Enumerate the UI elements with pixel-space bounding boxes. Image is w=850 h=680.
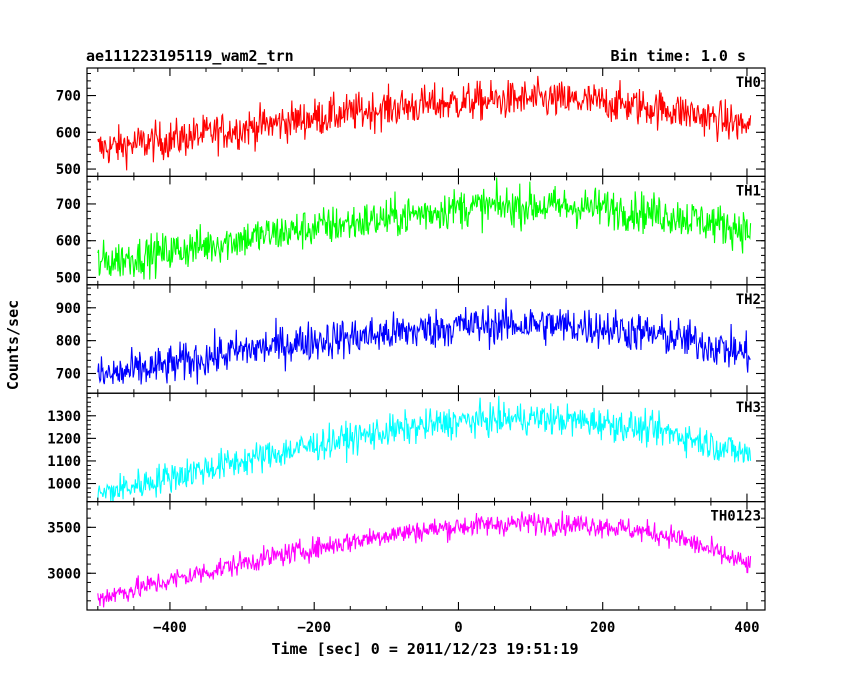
- panel-th0: 500 600 700 TH0: [56, 67, 766, 178]
- series-line-th0: [97, 75, 752, 171]
- y-tick-label: 700: [56, 89, 81, 105]
- y-tick-label: 900: [56, 301, 81, 317]
- panel-frame: [86, 501, 766, 611]
- x-tick-label: −400: [153, 620, 187, 636]
- x-tick-label: 200: [590, 620, 615, 636]
- series-line-th0123: [97, 510, 752, 608]
- y-tick-label: 1100: [47, 454, 81, 470]
- y-tick-label: 1000: [47, 477, 81, 493]
- series-line-th3: [97, 395, 752, 502]
- panel-frame: [86, 175, 766, 286]
- y-tick-label: 600: [56, 125, 81, 141]
- panel-frame: [86, 67, 766, 178]
- panel-tag-th2: TH2: [736, 292, 761, 308]
- x-tick-label: 400: [734, 620, 759, 636]
- y-tick-label: 500: [56, 270, 81, 286]
- y-tick-label: 1300: [47, 409, 81, 425]
- y-tick-label: 800: [56, 334, 81, 350]
- panel-tag-th3: TH3: [736, 400, 761, 416]
- y-tick-label: 3000: [47, 566, 81, 582]
- panel-th2: 700 800 900 TH2: [56, 284, 766, 394]
- bin-time-label: Bin time: 1.0 s: [611, 47, 746, 65]
- panel-tag-th0: TH0: [736, 75, 761, 91]
- x-axis: −400 −200 0 200 400: [153, 620, 760, 636]
- panel-th3: 1000 1100 1200 1300 TH3: [47, 392, 766, 503]
- panel-th0123: 3000 3500 TH0123: [47, 501, 766, 611]
- series-line-th1: [97, 177, 752, 280]
- panel-tag-th0123: TH0123: [710, 509, 761, 525]
- y-tick-label: 700: [56, 366, 81, 382]
- y-tick-label: 600: [56, 234, 81, 250]
- y-tick-label: 1200: [47, 431, 81, 447]
- x-tick-label: 0: [454, 620, 462, 636]
- y-tick-label: 700: [56, 197, 81, 213]
- panel-th1: 500 600 700 TH1: [56, 175, 766, 286]
- y-axis-label: Counts/sec: [4, 300, 22, 390]
- x-tick-label: −200: [297, 620, 331, 636]
- series-line-th2: [97, 297, 751, 385]
- x-axis-label: Time [sec] 0 = 2011/12/23 19:51:19: [271, 640, 578, 658]
- panel-tag-th1: TH1: [736, 183, 761, 199]
- y-tick-label: 3500: [47, 520, 81, 536]
- y-tick-label: 500: [56, 162, 81, 178]
- panels-group: 500 600 700 TH0 500 600 700 TH1 700 800 900 TH2 1000…: [47, 67, 766, 611]
- chart-title: ae111223195119_wam2_trn: [86, 47, 294, 65]
